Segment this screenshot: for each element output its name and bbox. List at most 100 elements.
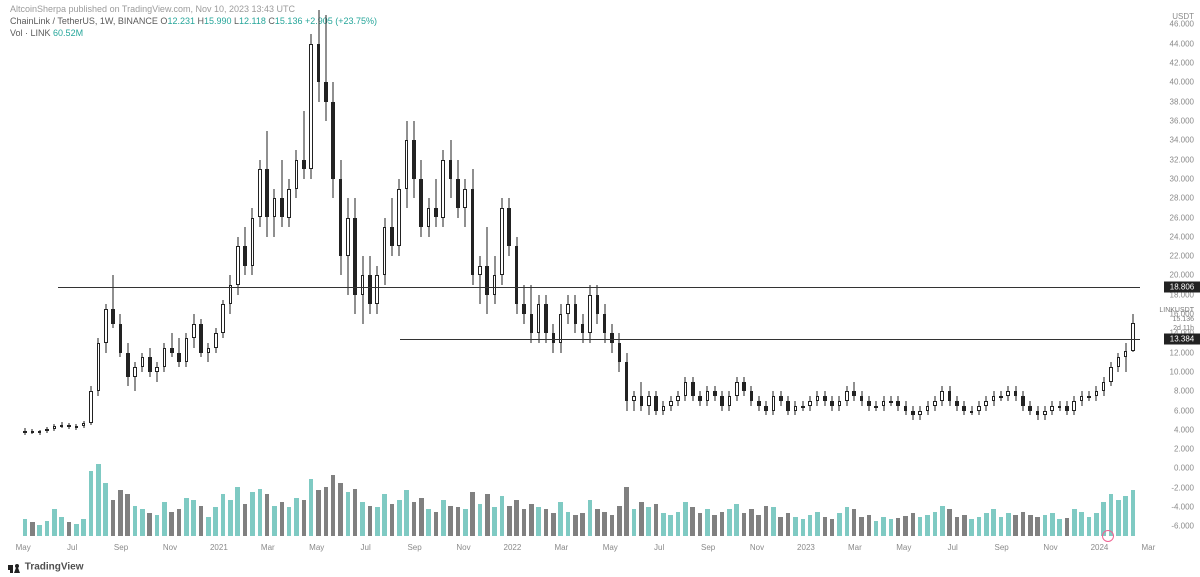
- y-tick: 20.000: [1170, 271, 1194, 280]
- volume-bar: [397, 500, 402, 536]
- y-tick: 4.000: [1174, 425, 1194, 434]
- volume-bar: [419, 498, 424, 536]
- pair-sym: LINKUSDT: [1159, 306, 1194, 315]
- x-tick: Jul: [67, 543, 77, 552]
- volume-bar: [588, 500, 593, 536]
- volume-bar: [463, 509, 468, 536]
- x-tick: Jul: [654, 543, 664, 552]
- y-tick: -6.000: [1171, 522, 1194, 531]
- volume-bar: [199, 506, 204, 536]
- x-tick: 2023: [797, 543, 815, 552]
- volume-bar: [1028, 515, 1033, 536]
- footer-brand: TradingView: [8, 561, 84, 573]
- x-tick: Mar: [261, 543, 275, 552]
- volume-bar: [837, 513, 842, 536]
- y-tick: 30.000: [1170, 174, 1194, 183]
- volume-bar: [551, 513, 556, 536]
- volume-bar: [646, 507, 651, 536]
- pair-price: 15.136: [1159, 315, 1194, 324]
- volume-bar: [338, 483, 343, 536]
- volume-bar: [507, 506, 512, 536]
- volume-bar: [272, 506, 277, 536]
- y-tick: 0.000: [1174, 464, 1194, 473]
- volume-bar: [815, 512, 820, 536]
- volume-bar: [1094, 513, 1099, 536]
- volume-bar: [52, 509, 57, 536]
- volume-bar: [470, 492, 475, 536]
- x-tick: Mar: [554, 543, 568, 552]
- x-tick: 2024: [1091, 543, 1109, 552]
- volume-bar: [756, 515, 761, 536]
- volume-bar: [793, 517, 798, 536]
- volume-bar: [1006, 513, 1011, 536]
- volume-bar: [294, 498, 299, 536]
- y-tick: 32.000: [1170, 155, 1194, 164]
- x-tick: Nov: [456, 543, 470, 552]
- volume-bar: [712, 515, 717, 536]
- y-tick: 44.000: [1170, 39, 1194, 48]
- volume-bar: [676, 512, 681, 536]
- volume-bar: [1013, 515, 1018, 536]
- h-line[interactable]: [400, 339, 1140, 340]
- volume-bar: [734, 504, 739, 536]
- x-tick: Sep: [114, 543, 128, 552]
- volume-bar: [580, 513, 585, 536]
- volume-bar: [617, 506, 622, 536]
- volume-bar: [573, 515, 578, 536]
- volume-bar: [1043, 515, 1048, 536]
- volume-bar: [1079, 512, 1084, 536]
- volume-bar: [962, 515, 967, 536]
- y-tick: 12.000: [1170, 348, 1194, 357]
- volume-bar: [500, 496, 505, 536]
- volume-bar: [368, 506, 373, 536]
- h-line[interactable]: [58, 287, 1140, 288]
- volume-bar: [258, 489, 263, 536]
- y-tick: 6.000: [1174, 406, 1194, 415]
- x-tick: Sep: [701, 543, 715, 552]
- volume-bar: [874, 521, 879, 536]
- volume-bar: [881, 517, 886, 536]
- y-tick: -2.000: [1171, 483, 1194, 492]
- volume-bar: [720, 512, 725, 536]
- volume-bar: [280, 502, 285, 536]
- x-tick: Sep: [407, 543, 421, 552]
- volume-bar: [375, 507, 380, 536]
- volume-bar: [37, 525, 42, 536]
- volume-bar: [404, 490, 409, 536]
- price-chart[interactable]: [0, 0, 1160, 545]
- x-tick: Sep: [995, 543, 1009, 552]
- volume-bar: [118, 490, 123, 536]
- pair-label: LINKUSDT15.1362d 11h: [1159, 306, 1194, 333]
- volume-bar: [309, 479, 314, 536]
- volume-bar: [45, 521, 50, 536]
- volume-bar: [250, 492, 255, 536]
- volume-bar: [23, 519, 28, 536]
- volume-bar: [1072, 509, 1077, 536]
- x-tick: 2021: [210, 543, 228, 552]
- volume-bar: [184, 498, 189, 536]
- volume-bar: [1050, 513, 1055, 536]
- price-box: 18.806: [1164, 281, 1200, 292]
- volume-bar: [316, 490, 321, 536]
- volume-bar: [933, 512, 938, 536]
- volume-bar: [947, 509, 952, 536]
- volume-bar: [522, 509, 527, 536]
- y-tick: 24.000: [1170, 232, 1194, 241]
- pair-cd: 2d 11h: [1159, 324, 1194, 333]
- y-tick: 38.000: [1170, 97, 1194, 106]
- volume-bar: [191, 500, 196, 536]
- x-tick: 2022: [504, 543, 522, 552]
- x-tick: Nov: [1043, 543, 1057, 552]
- y-tick: 46.000: [1170, 20, 1194, 29]
- volume-bar: [103, 483, 108, 536]
- volume-bar: [111, 500, 116, 536]
- volume-bar: [177, 509, 182, 536]
- volume-bar: [727, 509, 732, 536]
- x-tick: Mar: [848, 543, 862, 552]
- volume-bar: [698, 513, 703, 536]
- volume-bar: [778, 517, 783, 536]
- volume-bar: [1057, 519, 1062, 536]
- volume-bar: [331, 475, 336, 536]
- countdown-icon: [1102, 530, 1114, 542]
- volume-bar: [823, 517, 828, 536]
